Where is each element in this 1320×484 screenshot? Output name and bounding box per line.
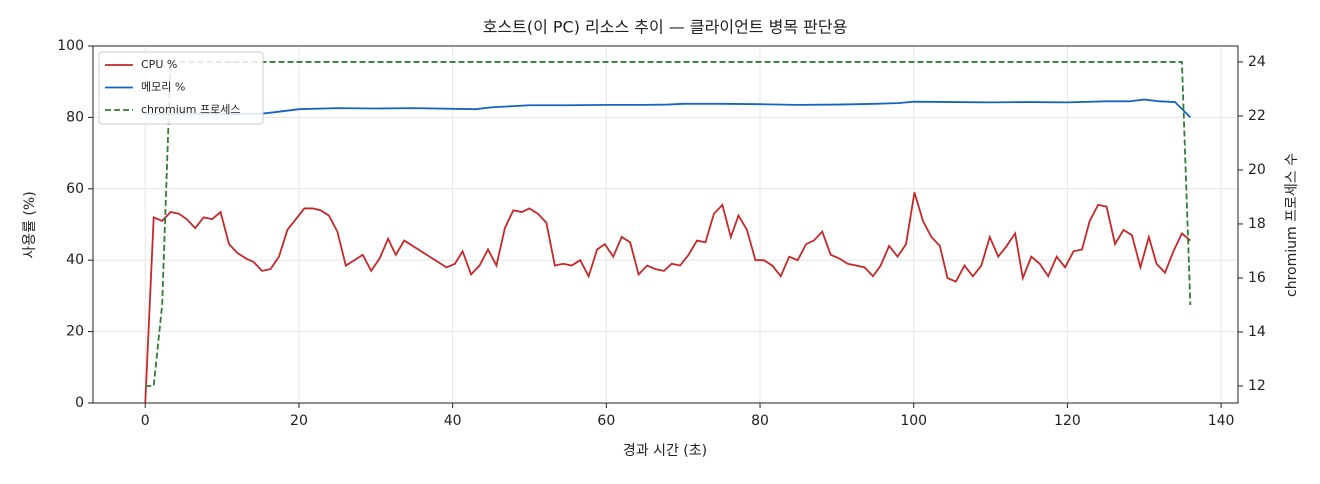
x-axis-label: 경과 시간 (초) xyxy=(623,443,707,459)
y2-tick-label: 24 xyxy=(1248,54,1266,70)
y2-axis-label: chromium 프로세스 수 xyxy=(1284,153,1300,297)
x-tick-label: 40 xyxy=(444,413,462,429)
y2-tick-label: 18 xyxy=(1248,216,1266,232)
legend-box xyxy=(98,51,264,125)
y-tick-label: 0 xyxy=(75,395,84,411)
y2-tick-label: 22 xyxy=(1248,108,1266,124)
x-tick-label: 80 xyxy=(751,413,769,429)
x-tick-label: 100 xyxy=(900,413,927,429)
x-tick-label: 120 xyxy=(1054,413,1081,429)
data-line xyxy=(145,61,1192,387)
y2-tick-label: 14 xyxy=(1248,324,1266,340)
legend-label: CPU % xyxy=(141,58,177,71)
x-tick-label: 20 xyxy=(290,413,308,429)
data-line xyxy=(144,192,1191,404)
chart-title: 호스트(이 PC) 리소스 추이 — 클라이언트 병목 판단용 xyxy=(483,18,848,37)
y-tick-label: 20 xyxy=(66,324,84,340)
legend-label: 메모리 % xyxy=(141,81,185,94)
x-tick-label: 140 xyxy=(1208,413,1235,429)
y-tick-label: 60 xyxy=(66,181,84,197)
y-tick-label: 80 xyxy=(66,109,84,125)
y-tick-label: 40 xyxy=(66,252,84,268)
legend-label: chromium 프로세스 xyxy=(141,103,240,116)
y2-tick-label: 20 xyxy=(1248,162,1266,178)
y-tick-label: 100 xyxy=(57,38,84,54)
x-tick-label: 60 xyxy=(597,413,615,429)
plot-frame xyxy=(92,45,1239,404)
y2-tick-label: 12 xyxy=(1248,378,1266,394)
y2-tick-label: 16 xyxy=(1248,270,1266,286)
x-tick-label: 0 xyxy=(141,413,150,429)
y-axis-label: 사용률 (%) xyxy=(22,191,38,258)
data-line xyxy=(145,98,1191,119)
